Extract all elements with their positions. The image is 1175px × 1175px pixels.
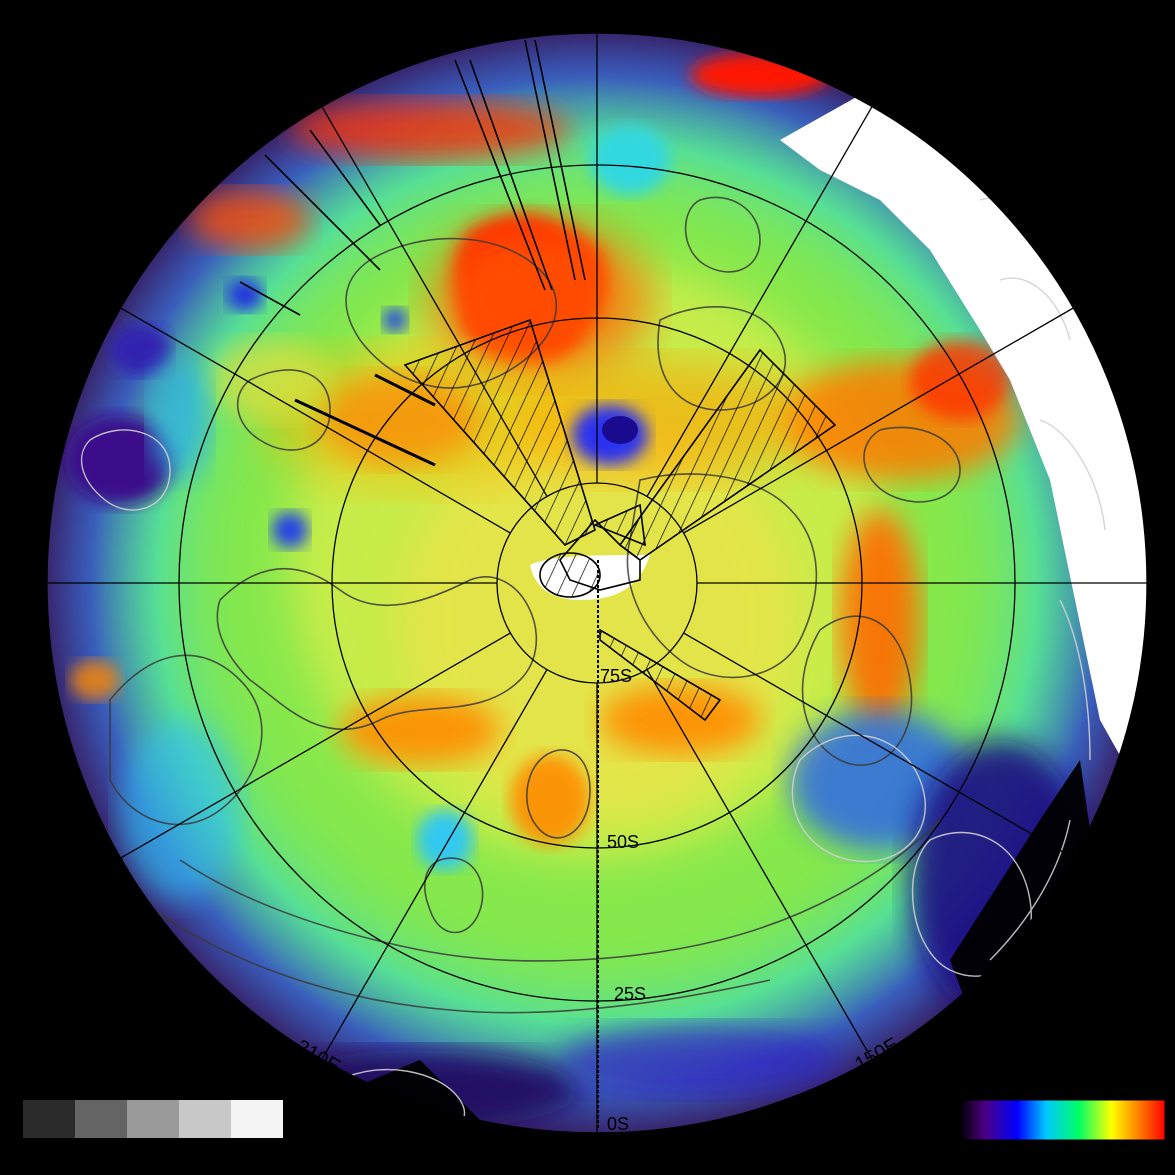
z-legend-title: Z contours /km (4, 1010, 209, 1045)
meridian-line (321, 669, 548, 1060)
z-legend-swatch (179, 1100, 231, 1138)
z-legend-ticks: -1 0 1 2 3 (4, 1152, 234, 1175)
meridian-line (120, 632, 511, 859)
graticule (46, 32, 1148, 1134)
t-legend-colorbar (959, 1099, 1166, 1141)
t-tick: 715 (1122, 1152, 1159, 1175)
z-tick: 3 (222, 1152, 234, 1175)
z-tick: 1 (118, 1152, 130, 1175)
latitude-labels: 75S 50S 25S 0S (600, 666, 646, 1134)
temperature-legend: T /K 695 700 705 710 715 (930, 1010, 1166, 1175)
cold-regions (65, 125, 1100, 1133)
meridian-line (683, 307, 1074, 534)
z-legend-swatch (23, 1100, 75, 1138)
lon-label-180e: 180E (574, 1129, 621, 1151)
z-contours-legend: Z contours /km -1 0 1 2 3 (4, 1010, 283, 1175)
meridian-line (683, 632, 1074, 859)
meridian-line (321, 106, 548, 497)
meridian-line (646, 106, 873, 497)
z-legend-swatch (127, 1100, 179, 1138)
t-legend-ticks: 695 700 705 710 715 (930, 1152, 1159, 1175)
z-tick: 2 (170, 1152, 182, 1175)
lat-label-50s: 50S (607, 832, 639, 852)
lat-label-0s: 0S (607, 1114, 629, 1134)
t-legend-title: T /K (1030, 1010, 1087, 1045)
lat-label-25s: 25S (614, 984, 646, 1004)
z-legend-swatch (231, 1100, 283, 1138)
meridian-line (120, 307, 511, 534)
lon-label-0e: 0E (588, 10, 612, 32)
z-tick: -1 (4, 1152, 24, 1175)
t-tick: 695 (930, 1152, 967, 1175)
topography-contours (109, 196, 961, 1014)
t-tick: 705 (1026, 1152, 1063, 1175)
meridian-lines (47, 33, 1147, 1133)
t-tick: 700 (978, 1152, 1015, 1175)
t-tick: 710 (1074, 1152, 1111, 1175)
z-legend-swatches (23, 1100, 283, 1138)
lat-label-75s: 75S (600, 666, 632, 686)
lon-label-90e: 90E (1145, 565, 1167, 601)
lon-label-270e: 270E (23, 560, 45, 607)
temperature-disk (47, 33, 1147, 1133)
meridian-line (646, 669, 873, 1060)
z-tick: 0 (66, 1152, 78, 1175)
observation-footprints (239, 39, 837, 1130)
z-legend-swatch (75, 1100, 127, 1138)
